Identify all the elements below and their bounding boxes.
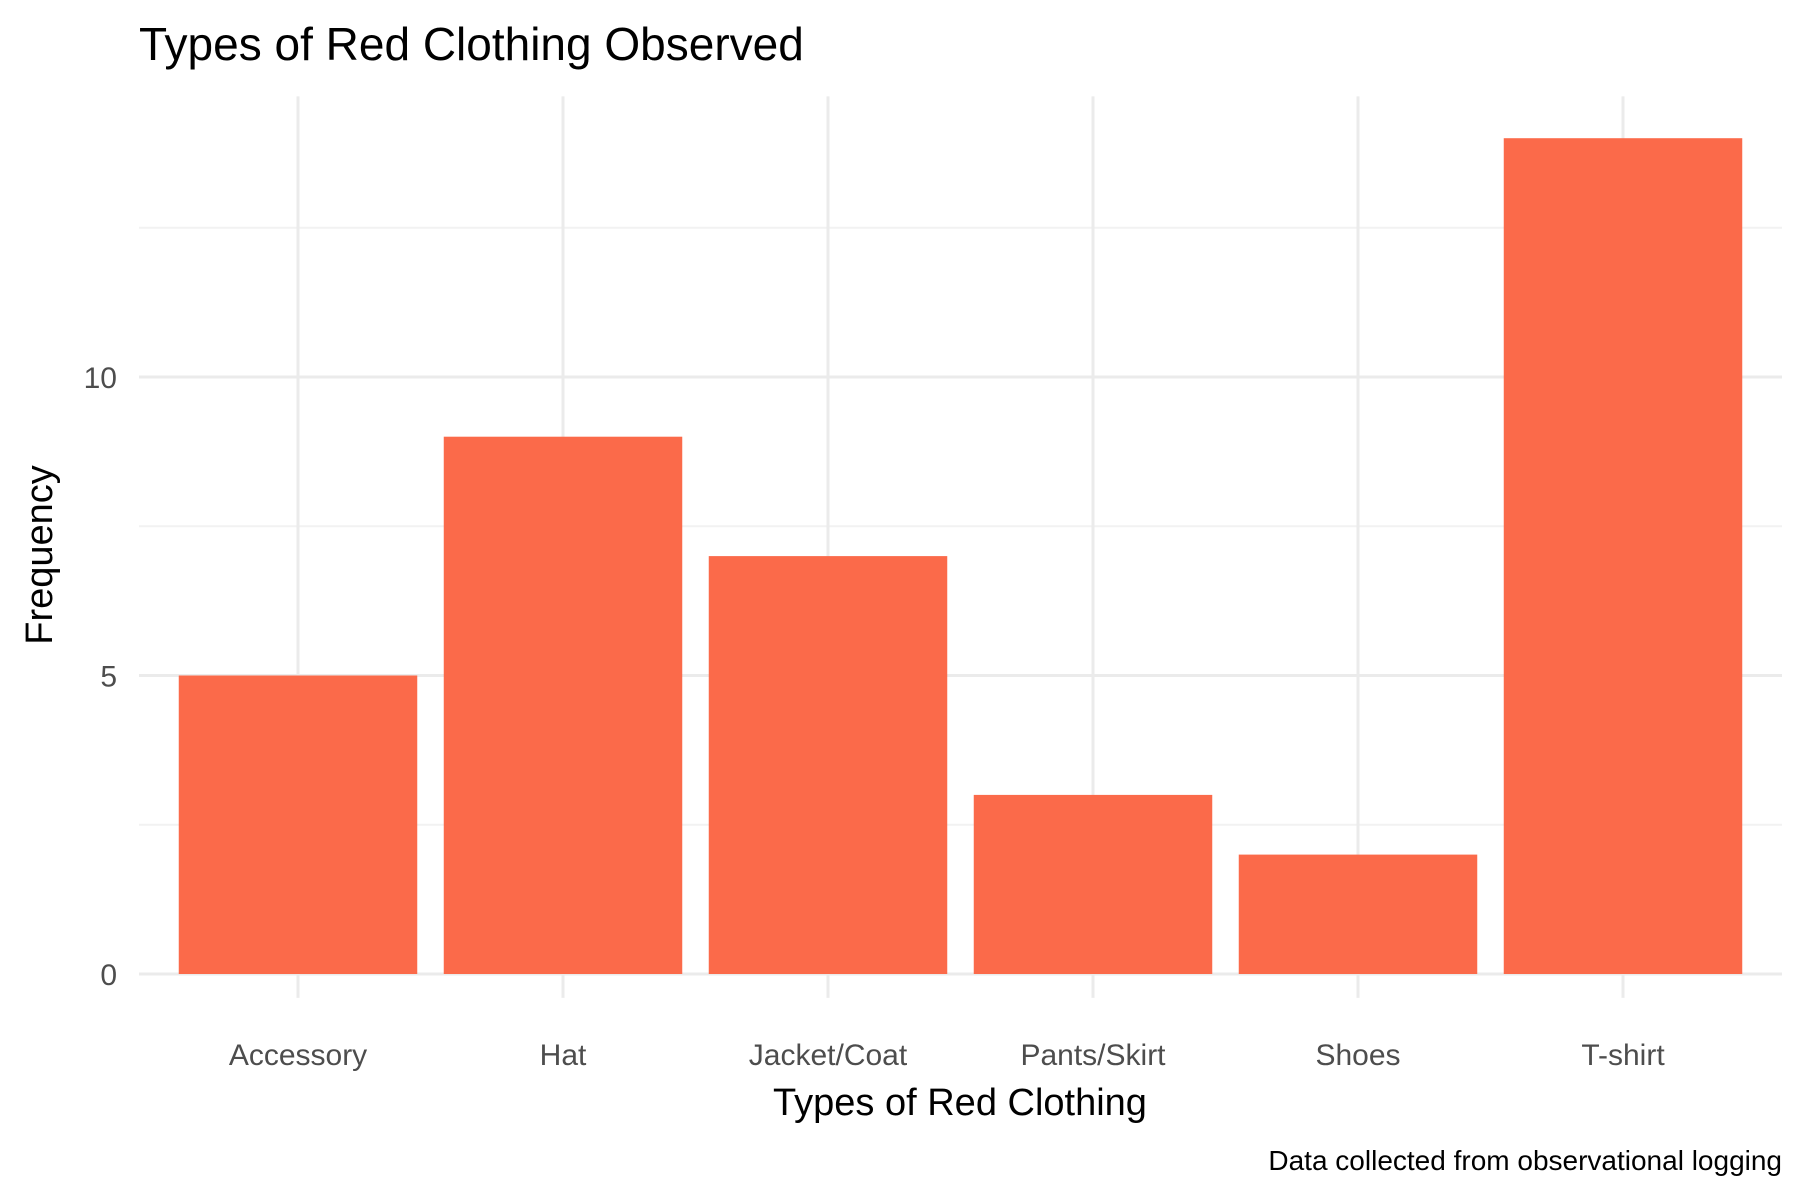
x-tick-label: T-shirt [1581,1039,1665,1072]
y-axis-title: Frequency [19,465,61,645]
bar-shoes [1238,854,1478,974]
bar-accessory [178,675,418,974]
x-axis-ticks: Accessory Hat Jacket/Coat Pants/Skirt Shoes T… [229,1039,1666,1072]
x-tick-label: Jacket/Coat [749,1039,908,1072]
y-tick-label: 5 [100,661,117,694]
x-tick-label: Hat [540,1039,587,1072]
bar-pants-skirt [973,794,1213,974]
chart-title: Types of Red Clothing Observed [139,18,804,70]
x-tick-label: Pants/Skirt [1020,1039,1166,1072]
bars [178,138,1743,974]
chart-caption: Data collected from observational loggin… [1268,1145,1782,1176]
bar-jacket-coat [708,556,948,974]
bar-t-shirt [1503,138,1743,974]
y-axis-ticks: 0 5 10 [84,362,117,992]
x-axis-title: Types of Red Clothing [773,1082,1147,1124]
y-tick-label: 10 [84,362,117,395]
y-tick-label: 0 [100,959,117,992]
x-tick-label: Shoes [1315,1039,1400,1072]
x-tick-label: Accessory [229,1039,367,1072]
bar-hat [443,436,683,974]
